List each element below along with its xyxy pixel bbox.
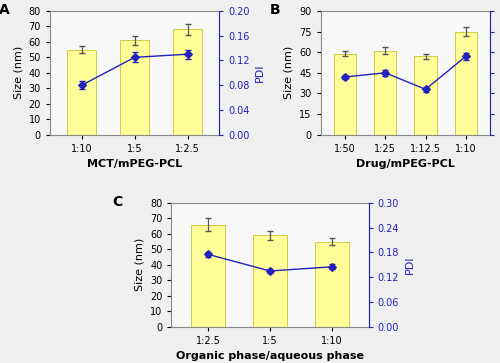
Bar: [253, 235, 287, 327]
Text: A: A: [0, 4, 10, 17]
Text: C: C: [112, 195, 122, 209]
Y-axis label: Size (nm): Size (nm): [134, 238, 144, 291]
Y-axis label: PDI: PDI: [404, 256, 414, 274]
X-axis label: Drug/mPEG-PCL: Drug/mPEG-PCL: [356, 159, 455, 169]
Bar: [67, 50, 96, 135]
Bar: [192, 225, 226, 327]
Bar: [374, 51, 396, 135]
Bar: [454, 32, 477, 135]
X-axis label: Organic phase/aqueous phase: Organic phase/aqueous phase: [176, 351, 364, 361]
Bar: [173, 29, 202, 135]
Bar: [414, 56, 436, 135]
Y-axis label: Size (nm): Size (nm): [284, 46, 294, 99]
Text: B: B: [270, 4, 280, 17]
Bar: [120, 40, 149, 135]
Bar: [334, 54, 356, 135]
Y-axis label: PDI: PDI: [256, 64, 266, 82]
X-axis label: MCT/mPEG-PCL: MCT/mPEG-PCL: [87, 159, 182, 169]
Y-axis label: Size (nm): Size (nm): [13, 46, 23, 99]
Bar: [314, 241, 348, 327]
